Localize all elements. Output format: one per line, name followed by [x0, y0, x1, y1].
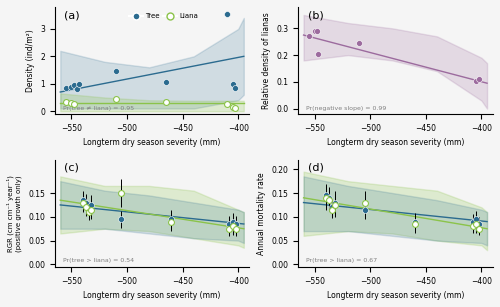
Point — [78, 198, 86, 203]
Point — [310, 29, 318, 33]
Point — [223, 102, 231, 107]
Text: Pr(negative slope) = 0.99: Pr(negative slope) = 0.99 — [306, 106, 386, 111]
Point — [62, 85, 70, 90]
Point — [231, 85, 239, 90]
Point — [88, 207, 96, 212]
Point — [472, 222, 480, 227]
Point — [472, 78, 480, 83]
Point — [75, 81, 83, 86]
Point — [330, 203, 338, 208]
Point — [228, 81, 236, 86]
Point — [62, 99, 70, 104]
Point — [472, 217, 480, 222]
Point — [228, 105, 236, 110]
Point — [70, 102, 78, 107]
Text: Pr(tree > liana) = 0.67: Pr(tree > liana) = 0.67 — [306, 258, 377, 263]
Point — [118, 191, 126, 196]
Point — [360, 207, 368, 212]
Point — [88, 203, 96, 208]
Point — [118, 217, 126, 222]
Point — [322, 193, 330, 198]
Point — [411, 222, 419, 227]
Text: (d): (d) — [308, 163, 324, 173]
Point — [68, 100, 76, 105]
Point — [82, 205, 90, 210]
Point — [70, 83, 78, 87]
Point — [355, 41, 363, 45]
Y-axis label: RGR (cm cm⁻¹ year⁻¹)
(positive growth only): RGR (cm cm⁻¹ year⁻¹) (positive growth on… — [7, 175, 22, 252]
Point — [314, 51, 322, 56]
Point — [476, 77, 484, 82]
Point — [223, 11, 231, 16]
Point — [468, 224, 476, 229]
X-axis label: Longterm dry season severity (mm): Longterm dry season severity (mm) — [84, 291, 220, 300]
Point — [330, 200, 338, 205]
Point — [232, 226, 240, 231]
Point — [231, 106, 239, 111]
Point — [322, 195, 330, 200]
Point — [476, 222, 484, 227]
X-axis label: Longterm dry season severity (mm): Longterm dry season severity (mm) — [326, 138, 464, 147]
X-axis label: Longterm dry season severity (mm): Longterm dry season severity (mm) — [326, 291, 464, 300]
Point — [82, 200, 90, 205]
Point — [112, 69, 120, 74]
Point — [468, 219, 476, 224]
Point — [325, 198, 333, 203]
Point — [313, 29, 321, 33]
Point — [73, 87, 81, 92]
Point — [228, 219, 236, 224]
Point — [78, 200, 86, 205]
Y-axis label: Annual mortality rate: Annual mortality rate — [256, 172, 266, 255]
Point — [226, 222, 234, 227]
Text: Pr(tree ≠ liana) = 0.95: Pr(tree ≠ liana) = 0.95 — [62, 106, 134, 111]
Point — [360, 200, 368, 205]
Point — [411, 219, 419, 224]
Point — [162, 99, 170, 104]
Y-axis label: Density (ind/m²): Density (ind/m²) — [26, 29, 35, 92]
Legend: Tree, Liana: Tree, Liana — [126, 10, 200, 22]
Point — [232, 222, 240, 227]
Point — [328, 207, 336, 212]
Point — [476, 226, 484, 231]
Point — [168, 217, 175, 222]
Point — [162, 80, 170, 85]
Point — [226, 226, 234, 231]
Point — [305, 34, 313, 39]
Point — [228, 224, 236, 229]
Point — [68, 84, 76, 89]
Text: (b): (b) — [308, 10, 324, 20]
Text: (a): (a) — [64, 10, 80, 20]
Point — [112, 96, 120, 101]
Y-axis label: Relative density of lianas: Relative density of lianas — [262, 12, 270, 109]
Text: Pr(tree > liana) = 0.54: Pr(tree > liana) = 0.54 — [62, 258, 134, 263]
Text: (c): (c) — [64, 163, 80, 173]
Point — [85, 207, 93, 212]
X-axis label: Longterm dry season severity (mm): Longterm dry season severity (mm) — [84, 138, 220, 147]
Point — [328, 205, 336, 210]
Point — [85, 210, 93, 215]
Point — [325, 195, 333, 200]
Point — [168, 219, 175, 224]
